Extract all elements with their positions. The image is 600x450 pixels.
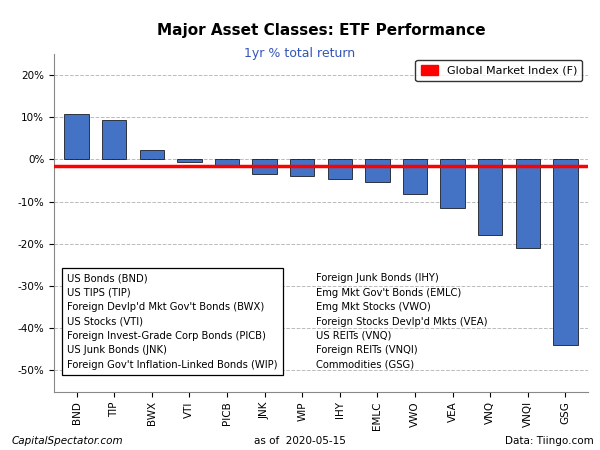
- Bar: [215, 159, 239, 165]
- Bar: [290, 159, 314, 176]
- Text: as of  2020-05-15: as of 2020-05-15: [254, 436, 346, 446]
- Legend: Global Market Index (F): Global Market Index (F): [415, 59, 583, 81]
- Bar: [102, 120, 127, 159]
- Bar: [64, 114, 89, 159]
- Bar: [328, 159, 352, 179]
- Bar: [365, 159, 389, 182]
- Text: CapitalSpectator.com: CapitalSpectator.com: [12, 436, 124, 446]
- Text: 1yr % total return: 1yr % total return: [244, 47, 356, 60]
- Bar: [140, 150, 164, 159]
- Bar: [515, 159, 540, 248]
- Bar: [553, 159, 578, 345]
- Bar: [478, 159, 502, 235]
- Bar: [403, 159, 427, 194]
- Bar: [253, 159, 277, 174]
- Bar: [177, 159, 202, 162]
- Title: Major Asset Classes: ETF Performance: Major Asset Classes: ETF Performance: [157, 22, 485, 37]
- Text: US Bonds (BND)
US TIPS (TIP)
Foreign Devlp'd Mkt Gov't Bonds (BWX)
US Stocks (VT: US Bonds (BND) US TIPS (TIP) Foreign Dev…: [67, 273, 278, 370]
- Text: Foreign Junk Bonds (IHY)
Emg Mkt Gov't Bonds (EMLC)
Emg Mkt Stocks (VWO)
Foreign: Foreign Junk Bonds (IHY) Emg Mkt Gov't B…: [316, 273, 487, 370]
- Bar: [440, 159, 465, 208]
- Text: Data: Tiingo.com: Data: Tiingo.com: [505, 436, 594, 446]
